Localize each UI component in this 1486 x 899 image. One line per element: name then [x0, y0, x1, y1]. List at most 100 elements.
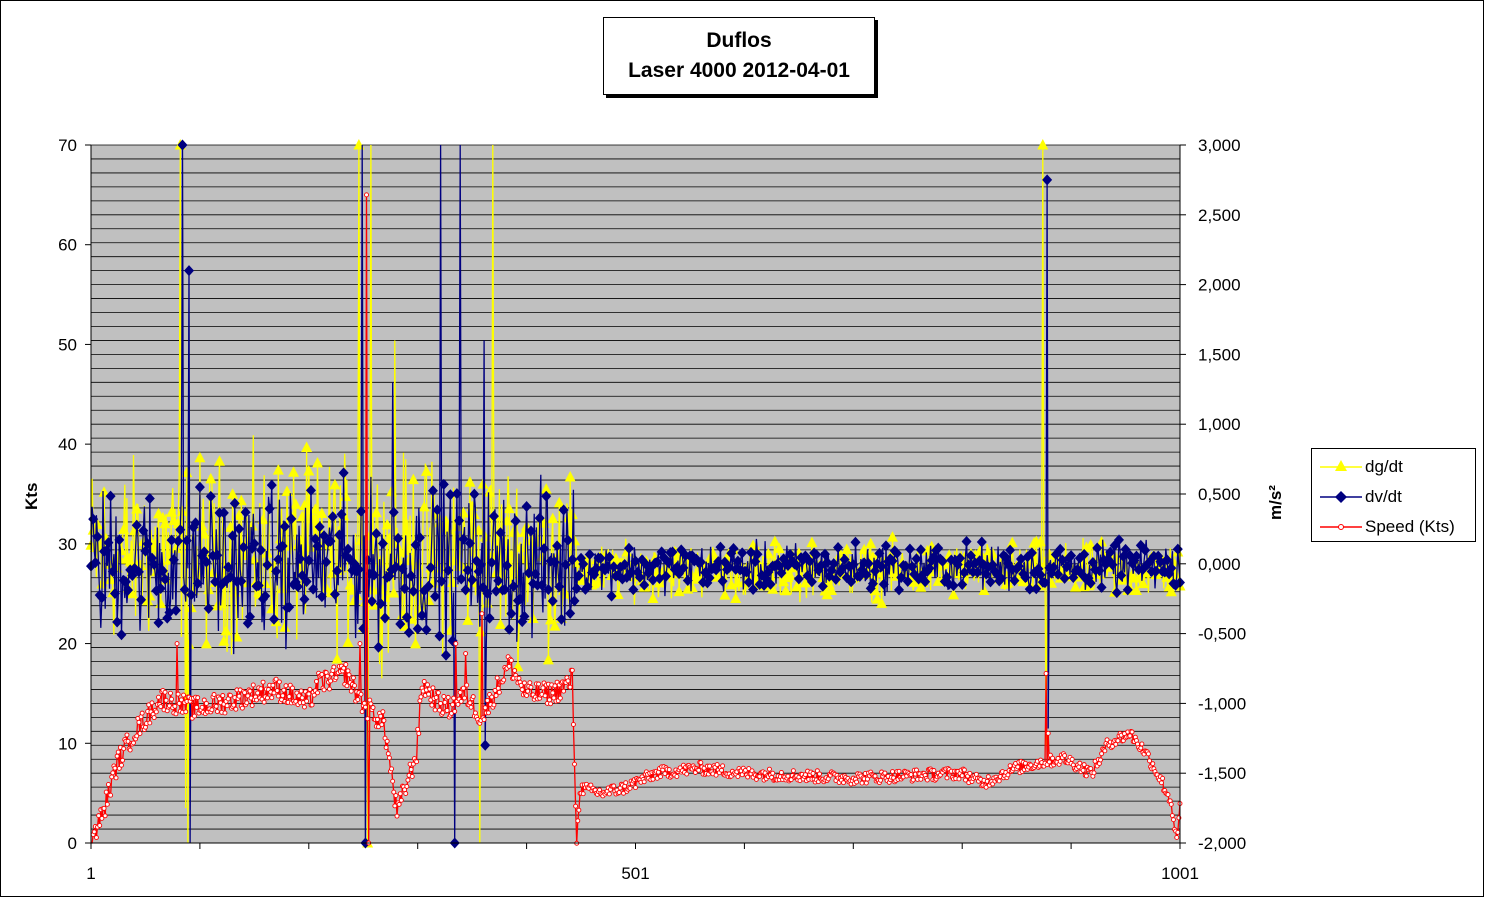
dv-dt-point: [393, 532, 404, 544]
speed-point: [1062, 753, 1068, 758]
speed-point: [298, 688, 304, 694]
dv-dt-point: [279, 521, 290, 533]
dv-dt-point: [114, 534, 125, 546]
dv-dt-point: [334, 529, 345, 541]
dv-dt-point: [737, 547, 748, 559]
speed-point: [1171, 817, 1176, 823]
dv-dt-point: [562, 534, 573, 546]
dv-dt-point: [1111, 587, 1122, 599]
dv-dt-point: [541, 490, 552, 502]
speed-point: [102, 813, 108, 819]
speed-point: [396, 801, 402, 807]
speed-point: [468, 704, 474, 710]
dv-dt-point: [850, 536, 861, 548]
dg-dt-point: [987, 547, 999, 559]
dg-dt-point: [131, 502, 143, 514]
speed-point: [859, 780, 865, 786]
speed-point: [115, 749, 121, 755]
dv-dt-point: [660, 570, 671, 582]
dg-dt-point: [717, 569, 729, 580]
dv-dt-point: [828, 558, 839, 570]
speed-point: [348, 688, 354, 694]
dv-dt-point: [268, 613, 279, 625]
speed-point: [896, 768, 902, 774]
speed-point: [633, 785, 638, 791]
dg-dt-point: [869, 584, 881, 596]
speed-point: [380, 709, 386, 715]
speed-point: [333, 675, 339, 681]
dv-dt-point: [123, 584, 134, 596]
dg-dt-point: [514, 541, 526, 552]
series-dv-dt: [86, 139, 1185, 849]
dv-dt-point: [606, 590, 617, 602]
dv-dt-point: [107, 565, 118, 577]
dv-dt-point: [519, 610, 530, 622]
dv-dt-point: [959, 567, 970, 579]
legend-item-dv-dt: dv/dt: [1312, 481, 1475, 511]
dv-dt-point: [260, 590, 271, 602]
speed-point: [438, 700, 444, 706]
dv-dt-point: [443, 564, 454, 576]
speed-point: [381, 718, 387, 723]
dv-dt-point: [523, 567, 534, 579]
speed-point: [249, 703, 255, 708]
dv-dt-point: [90, 557, 101, 569]
speed-point: [548, 701, 554, 707]
speed-point: [491, 702, 497, 708]
dv-dt-point: [436, 575, 447, 587]
speed-point: [567, 684, 573, 690]
dg-dt-point: [564, 471, 576, 482]
speed-point: [103, 789, 109, 795]
speed-point: [426, 691, 432, 697]
dv-dt-point: [791, 559, 802, 571]
speed-point: [518, 682, 524, 688]
dg-dt-point: [126, 587, 138, 599]
speed-point: [882, 770, 888, 776]
speed-point: [872, 773, 878, 779]
dv-dt-point: [112, 616, 123, 628]
speed-point: [194, 704, 200, 710]
dv-dt-point: [1131, 550, 1142, 562]
dv-dt-point: [565, 607, 576, 619]
dv-dt-point: [199, 546, 210, 558]
legend-item-dg-dt: dg/dt: [1312, 451, 1475, 481]
speed-point: [569, 667, 575, 673]
speed-point: [328, 678, 334, 684]
speed-point: [1160, 775, 1166, 781]
legend-label-dg-dt: dg/dt: [1365, 457, 1403, 476]
dg-dt-point: [220, 624, 232, 636]
speed-point: [1104, 737, 1110, 743]
speed-point: [96, 813, 102, 819]
dg-dt-point: [806, 536, 818, 548]
dv-dt-point: [316, 591, 327, 603]
speed-point: [113, 775, 119, 781]
speed-point: [378, 713, 384, 719]
speed-point: [489, 694, 495, 700]
speed-point: [169, 696, 175, 702]
dv-dt-point: [234, 523, 245, 535]
speed-point: [641, 779, 647, 785]
speed-point: [914, 767, 919, 773]
dv-dt-point: [623, 542, 634, 554]
dg-dt-point: [1135, 569, 1147, 581]
dv-dt-point: [915, 544, 926, 556]
dv-dt-point: [255, 544, 266, 556]
dg-dt-point: [1006, 536, 1018, 548]
speed-point: [713, 772, 719, 778]
dv-dt-point: [1005, 544, 1016, 556]
speed-point: [359, 709, 365, 715]
speed-point: [163, 697, 169, 703]
dv-dt-point: [327, 511, 338, 523]
dv-dt-point: [752, 548, 763, 560]
dg-dt-point: [553, 496, 565, 508]
speed-point: [199, 704, 205, 710]
y2-tick-label: 3,000: [1198, 136, 1241, 155]
speed-point: [470, 694, 476, 700]
dg-dt-point: [309, 503, 321, 514]
dv-dt-point: [308, 583, 319, 595]
speed-point: [1138, 745, 1144, 751]
speed-point: [324, 673, 330, 679]
dg-dt-point: [464, 476, 476, 487]
dg-dt-point: [312, 457, 324, 468]
